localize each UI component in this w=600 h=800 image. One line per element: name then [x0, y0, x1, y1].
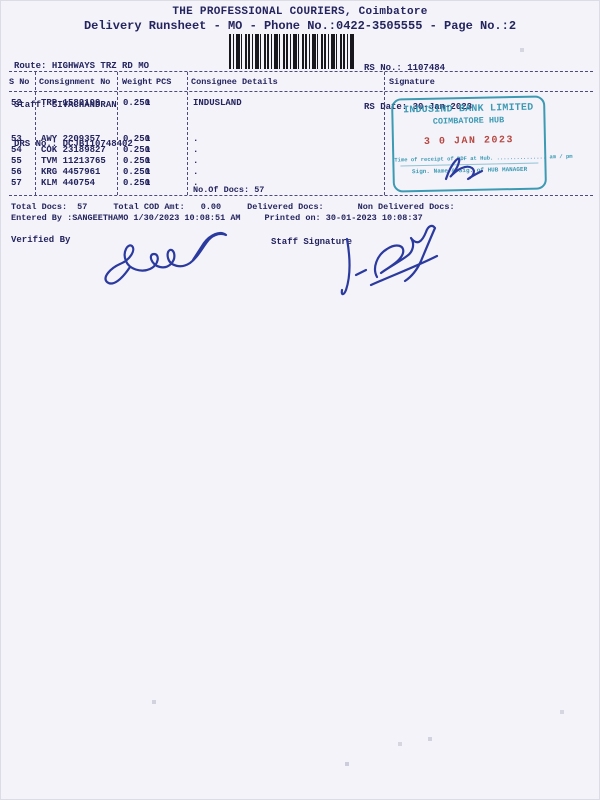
col-header-pcs: PCS [156, 77, 172, 87]
cell-pcs: 1 [145, 167, 151, 177]
barcode-icon [229, 34, 355, 69]
cell-weight: 0.250 [123, 156, 151, 166]
cell-consignment: KLM 440754 [41, 178, 96, 188]
table-row: 55 TVM 11213765 0.250 1 . [1, 156, 599, 167]
col-divider-3 [187, 72, 188, 195]
table-row: 56 KRG 4457961 0.250 1 . [1, 167, 599, 178]
cell-consignee: . [193, 134, 199, 144]
route-line: Route: HIGHWAYS TRZ RD MO [14, 60, 149, 73]
runsheet-subtitle: Delivery Runsheet - MO - Phone No.:0422-… [83, 19, 517, 33]
staff-value: SIVACHANDRAN [51, 100, 117, 110]
cell-sno: 54 [11, 145, 22, 155]
table-top-rule [9, 71, 593, 72]
cell-consignment: TRP 1582199 [41, 98, 101, 108]
col-header-consignee: Consignee Details [191, 77, 278, 87]
table-header-rule [9, 91, 593, 92]
cell-sno: 52 [11, 98, 22, 108]
route-staff-block: Route: HIGHWAYS TRZ RD MO Staff: SIVACHA… [14, 34, 149, 177]
cell-pcs: 1 [145, 134, 151, 144]
cell-consignee: INDUSLAND [193, 98, 242, 108]
cell-sno: 55 [11, 156, 22, 166]
table-row: 54 COK 23189827 0.250 1 . [1, 145, 599, 156]
delivered-docs-label: Delivered Docs: [247, 202, 324, 212]
cell-weight: 0.250 [123, 145, 151, 155]
cell-consignee: . [193, 167, 199, 177]
cell-consignment: KRG 4457961 [41, 167, 101, 177]
stamp-initials-signature [444, 157, 484, 181]
staff-handwritten-signature [340, 224, 439, 296]
table-row: 53 AWY 2209357 0.250 1 . [1, 134, 599, 145]
table-row: 57 KLM 440754 0.250 1 . [1, 178, 599, 189]
cell-consignment: AWY 2209357 [41, 134, 101, 144]
drs-value: DCJB110748402 [62, 139, 133, 149]
total-docs-value: 57 [77, 202, 88, 212]
totals-line: Total Docs: 57 Total COD Amt: 0.00 Deliv… [11, 202, 455, 212]
cell-sno: 57 [11, 178, 22, 188]
drs-label: DRS No.: [14, 139, 58, 149]
entered-by: Entered By :SANGEETHAMO 1/30/2023 10:08:… [11, 213, 241, 223]
staff-signature-label: Staff Signature [271, 237, 353, 247]
drs-line: DRS No.: DCJB110748402 [14, 138, 149, 151]
cell-weight: 0.250 [123, 167, 151, 177]
rs-no-value: 1107484 [407, 63, 446, 73]
stamp-branch: COIMBATORE HUB [432, 115, 505, 127]
table-bottom-rule [9, 195, 593, 196]
verified-by-label: Verified By [11, 235, 71, 245]
cell-weight: 0.250 [123, 98, 151, 108]
cell-consignee: . [193, 178, 199, 188]
cell-weight: 0.250 [123, 134, 151, 144]
total-docs-label: Total Docs: [11, 202, 68, 212]
route-value: HIGHWAYS TRZ RD MO [51, 61, 150, 71]
col-divider-1 [35, 72, 36, 195]
rs-date-label: RS Date: [364, 102, 408, 112]
cell-consignee: . [193, 156, 199, 166]
cell-weight: 0.250 [123, 178, 151, 188]
printed-on: Printed on: 30-01-2023 10:08:37 [264, 213, 423, 223]
col-divider-4 [384, 72, 385, 195]
cell-pcs: 1 [145, 156, 151, 166]
route-label: Route: [14, 61, 47, 71]
rs-no-line: RS No.: 1107484 [364, 62, 472, 75]
no-of-docs: No.Of Docs: 57 [193, 185, 265, 195]
rs-date-value: 30-Jan-2023 [412, 102, 473, 112]
cell-consignment: COK 23189827 [41, 145, 106, 155]
company-title: THE PROFESSIONAL COURIERS, Coimbatore [172, 6, 428, 18]
col-header-signature: Signature [389, 77, 435, 87]
cell-sno: 56 [11, 167, 22, 177]
cell-pcs: 1 [145, 98, 151, 108]
col-divider-2 [117, 72, 118, 195]
cell-consignment: TVM 11213765 [41, 156, 106, 166]
rs-block: RS No.: 1107484 RS Date: 30-Jan-2023 [364, 36, 472, 140]
total-cod-label: Total COD Amt: [113, 202, 185, 212]
stamp-date: 3 0 JAN 2023 [423, 135, 515, 148]
cell-consignee: . [193, 145, 199, 155]
total-cod-value: 0.00 [200, 202, 222, 212]
non-delivered-docs-label: Non Delivered Docs: [357, 202, 455, 212]
scan-noise-specks [1, 1, 3, 3]
staff-line: Staff: SIVACHANDRAN [14, 99, 149, 112]
entered-printed-line: Entered By :SANGEETHAMO 1/30/2023 10:08:… [11, 213, 423, 223]
col-header-weight: Weight [122, 77, 153, 87]
table-row: 52 TRP 1582199 0.250 1 INDUSLAND [1, 98, 599, 109]
cell-pcs: 1 [145, 145, 151, 155]
cell-sno: 53 [11, 134, 22, 144]
cell-pcs: 1 [145, 178, 151, 188]
col-header-sno: S No [9, 77, 30, 87]
staff-label: Staff: [14, 100, 47, 110]
verified-by-signature [104, 231, 228, 285]
col-header-consignment: Consignment No [39, 77, 111, 87]
rs-date-line: RS Date: 30-Jan-2023 [364, 101, 472, 114]
rs-no-label: RS No.: [364, 63, 402, 73]
